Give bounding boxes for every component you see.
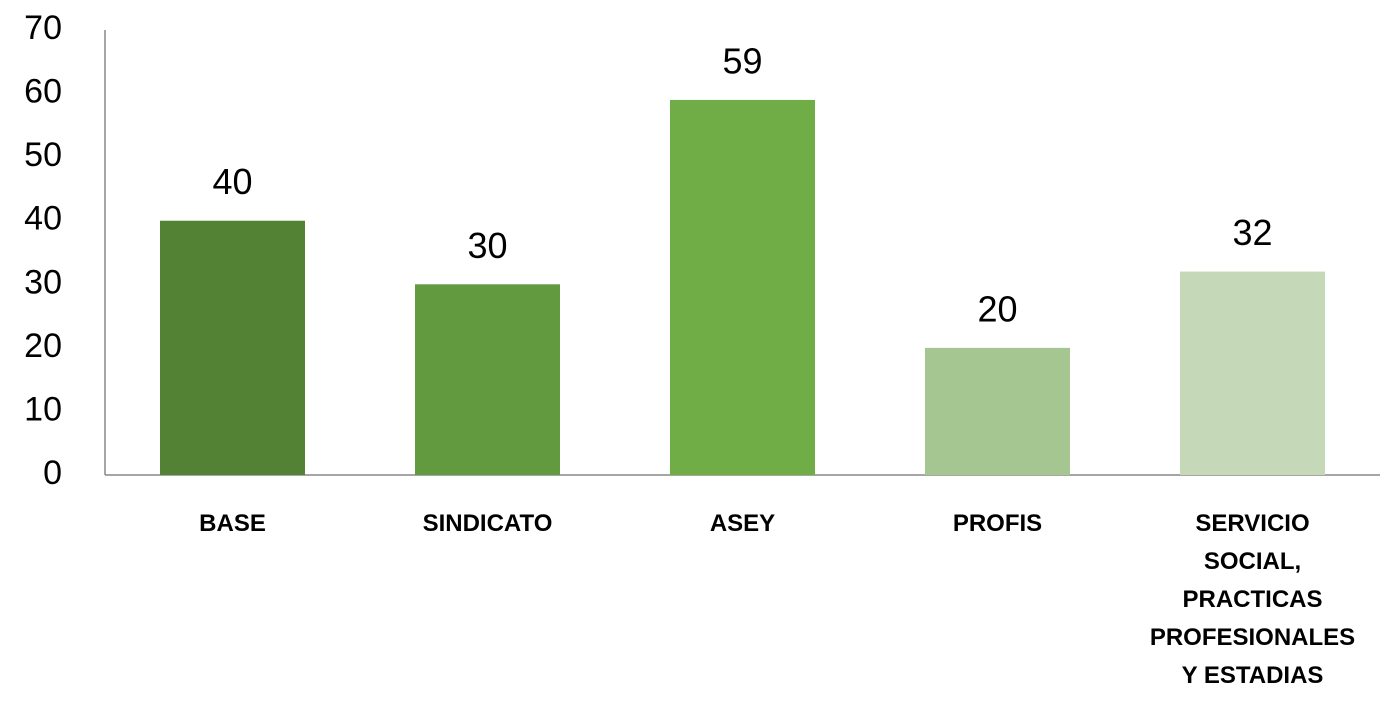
- value-label: 20: [977, 288, 1017, 329]
- bar: [1180, 271, 1325, 475]
- bar: [670, 99, 815, 475]
- bar: [925, 347, 1070, 475]
- bar: [160, 220, 305, 475]
- x-tick-label: PROFIS: [952, 510, 1043, 537]
- x-tick-label: ASEY: [709, 510, 776, 537]
- value-label: 32: [1232, 212, 1272, 253]
- x-tick-label: SINDICATO: [422, 510, 553, 537]
- x-tick-label: BASE: [199, 510, 266, 537]
- y-tick-label: 60: [24, 73, 62, 111]
- y-tick-label: 0: [43, 454, 62, 492]
- y-tick-label: 10: [24, 390, 62, 428]
- y-tick-label: 30: [24, 263, 62, 301]
- y-tick-label: 20: [24, 327, 62, 365]
- y-tick-label: 50: [24, 136, 62, 174]
- value-label: 30: [467, 225, 507, 266]
- x-tick-label: SERVICIO SOCIAL, PRACTICAS PROFESIONALES…: [1149, 510, 1356, 689]
- value-label: 40: [212, 161, 252, 202]
- y-tick-label: 70: [24, 9, 62, 47]
- y-tick-label: 40: [24, 200, 62, 238]
- bar: [415, 284, 560, 475]
- value-label: 59: [722, 40, 762, 81]
